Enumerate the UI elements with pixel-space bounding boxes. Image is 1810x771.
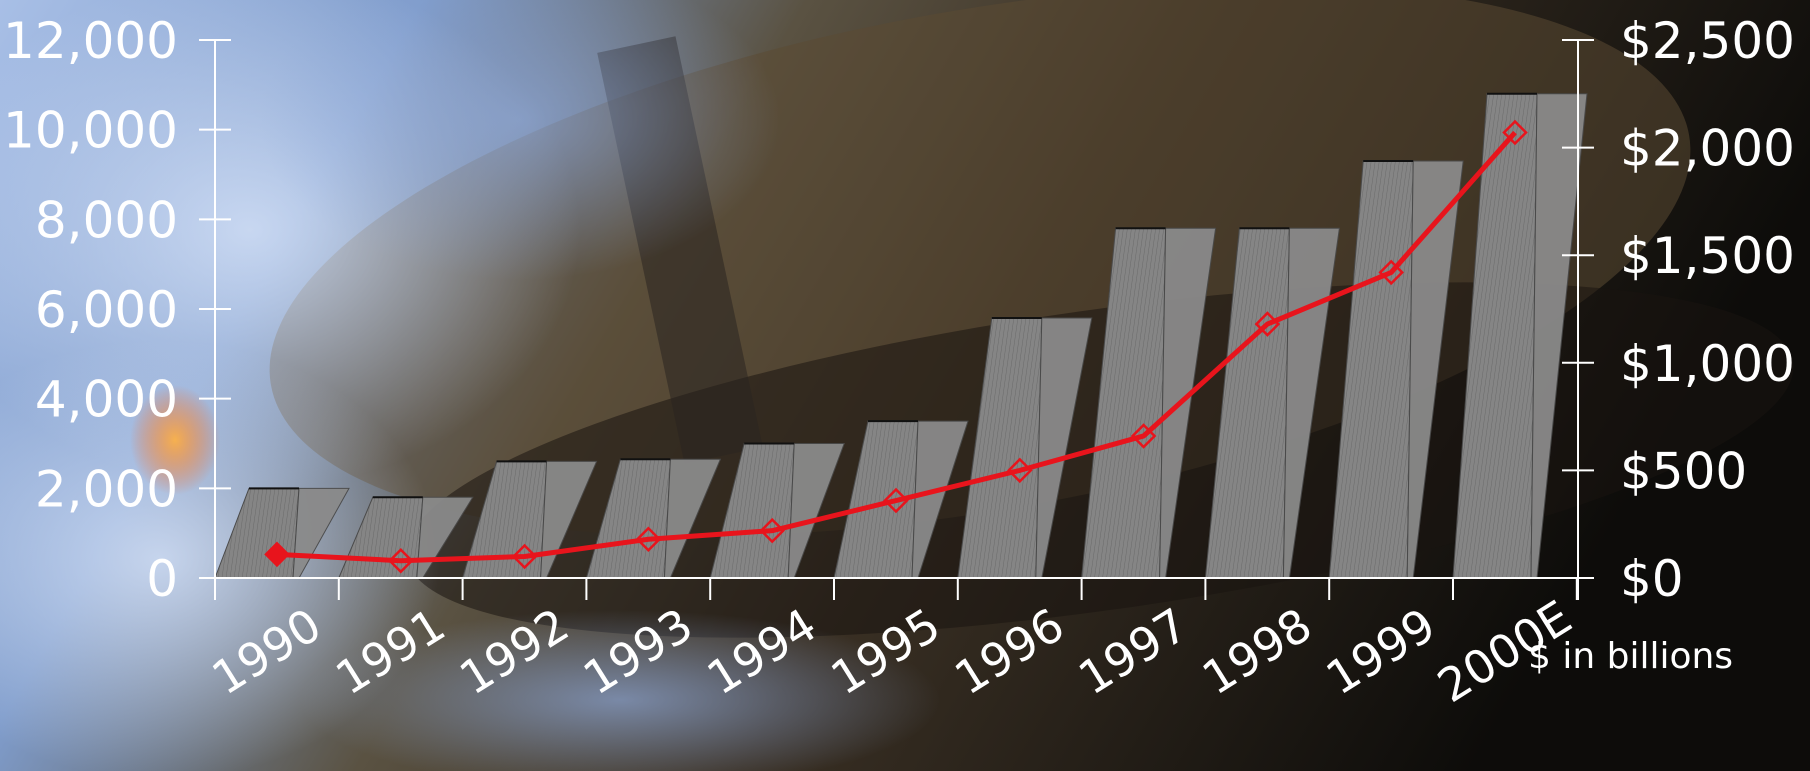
y-right-tick-label: $500 [1620,442,1747,500]
line-point-1996 [1007,457,1033,484]
background-fire [130,385,220,495]
y-left-tick-label: 12,000 [3,12,178,70]
line-point-1993 [635,526,662,553]
line-point-1990 [264,541,290,568]
bar-1995 [833,420,969,579]
line-point-1998 [1254,311,1281,337]
background-smoke-4 [300,610,940,771]
y-left-tick-label: 10,000 [3,102,178,160]
bar-1992 [461,460,598,579]
bar-2000E [1452,92,1588,579]
line-point-2000E [1502,119,1528,146]
y-left-tick-label: 6,000 [35,281,178,339]
background-smoke-3 [260,0,780,280]
line-point-1991 [388,548,414,574]
unit-label: $ in billions [1528,636,1733,677]
bar-series [214,92,1588,579]
y-left-tick-label: 0 [146,550,178,608]
line-path [276,130,1517,564]
line-point-1992 [511,543,538,570]
bar-1999 [1328,160,1464,579]
line-point-1999 [1378,259,1404,286]
line-point-1994 [759,517,785,544]
y-left-tick-label: 4,000 [35,371,178,429]
y-left-tick-label: 2,000 [35,460,178,518]
y-right-tick-label: $2,500 [1620,12,1795,70]
y-right-tick-label: $2,000 [1620,120,1795,178]
y-left-tick-label: 8,000 [35,191,178,249]
y-right-tick-label: $1,000 [1620,335,1795,393]
bar-1996 [957,316,1093,579]
bar-1997 [1081,227,1217,579]
line-point-1997 [1130,423,1157,449]
y-right-tick-label: $1,500 [1620,227,1795,285]
axes [199,39,1594,600]
line-series [264,119,1528,574]
line-point-1995 [883,487,909,514]
y-right-tick-label: $0 [1620,550,1684,608]
bar-1994 [709,442,845,579]
